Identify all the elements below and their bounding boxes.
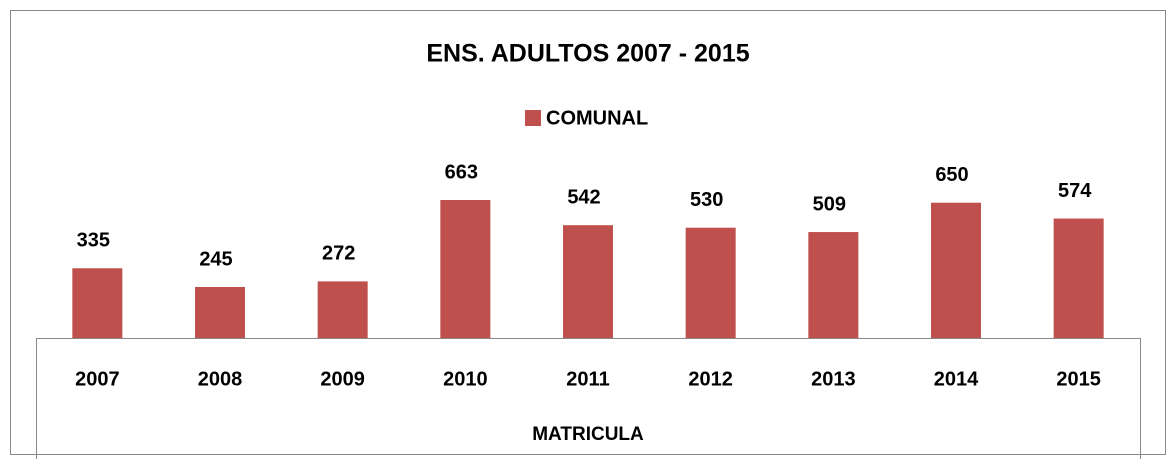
- data-label: 650: [935, 164, 968, 186]
- bar: [808, 232, 859, 338]
- x-tick-label: 2015: [1056, 368, 1101, 390]
- bar: [685, 227, 736, 338]
- x-tick-label: 2007: [75, 368, 120, 390]
- data-label: 509: [813, 193, 846, 215]
- legend-swatch: [525, 110, 541, 126]
- x-tick-label: 2012: [688, 368, 733, 390]
- x-tick-label: 2014: [934, 368, 979, 390]
- data-label: 335: [77, 230, 110, 252]
- x-tick-label: 2009: [320, 368, 365, 390]
- x-tick-label: 2013: [811, 368, 856, 390]
- data-label: 663: [445, 161, 478, 183]
- chart-title: ENS. ADULTOS 2007 - 2015: [426, 40, 749, 68]
- bar: [931, 202, 981, 338]
- bar: [563, 225, 613, 338]
- x-tick-label: 2011: [566, 368, 609, 390]
- bar: [317, 281, 368, 338]
- x-tick-label: 2010: [443, 368, 488, 390]
- legend-label: COMUNAL: [546, 107, 648, 129]
- bar: [72, 268, 123, 338]
- data-label: 272: [322, 243, 355, 265]
- data-label: 542: [567, 186, 600, 208]
- data-label: 530: [690, 189, 723, 211]
- data-label: 574: [1058, 180, 1092, 202]
- x-axis-label: MATRICULA: [532, 424, 644, 445]
- bar: [195, 287, 245, 338]
- bar: [1053, 218, 1104, 338]
- x-tick-label: 2008: [198, 368, 243, 390]
- data-label: 245: [199, 248, 232, 270]
- bar: [440, 200, 491, 338]
